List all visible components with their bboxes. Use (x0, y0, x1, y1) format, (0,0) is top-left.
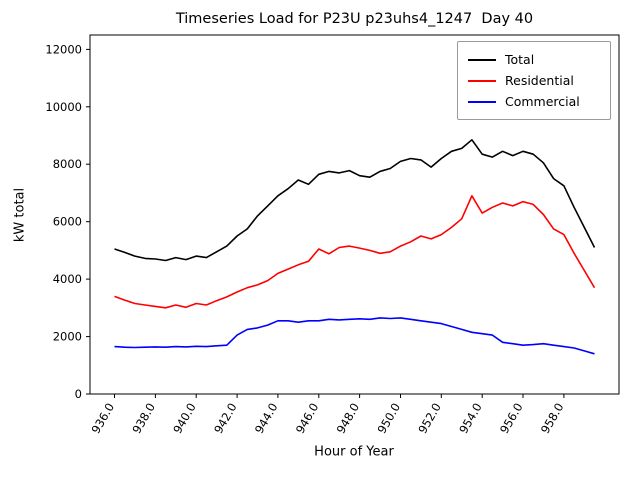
series-line-total (114, 139, 596, 262)
x-tick-label: 942.0 (211, 401, 240, 437)
x-tick-label: 938.0 (129, 401, 158, 437)
legend-label-residential: Residential (505, 73, 574, 88)
y-tick-label: 10000 (45, 100, 82, 114)
series-line-commercial (114, 317, 595, 355)
x-tick-label: 956.0 (497, 401, 526, 437)
commercial-line-swatch (468, 100, 496, 103)
residential-line-swatch (468, 79, 496, 82)
x-tick-label: 946.0 (293, 401, 322, 437)
legend-label-total: Total (505, 52, 535, 67)
y-tick-label: 12000 (45, 42, 82, 56)
legend-item-total: Total (468, 49, 600, 70)
y-axis-label: kW total (12, 187, 28, 243)
legend-item-residential: Residential (468, 70, 600, 91)
y-tick-label: 0 (75, 387, 82, 401)
total-line-swatch (468, 58, 496, 61)
series-line-residential (114, 195, 596, 309)
axes-spines (89, 34, 620, 395)
x-tick-label: 954.0 (456, 401, 485, 437)
x-tick-label: 948.0 (334, 401, 363, 437)
x-tick-label: 952.0 (415, 401, 444, 437)
y-tick-label: 8000 (53, 157, 82, 171)
x-tick-label: 944.0 (252, 401, 281, 437)
legend: Total Residential Commercial (457, 41, 611, 120)
y-tick-label: 4000 (53, 272, 82, 286)
x-tick-label: 940.0 (170, 401, 199, 437)
x-tick-label: 936.0 (89, 401, 118, 437)
legend-label-commercial: Commercial (505, 94, 580, 109)
y-tick-label: 6000 (53, 215, 82, 229)
x-tick-label: 950.0 (375, 401, 404, 437)
y-tick-label: 2000 (53, 330, 82, 344)
x-tick-label: 958.0 (538, 401, 567, 437)
x-axis-label: Hour of Year (314, 444, 394, 460)
legend-item-commercial: Commercial (468, 91, 600, 112)
chart-title: Timeseries Load for P23U p23uhs4_1247 Da… (175, 11, 534, 27)
